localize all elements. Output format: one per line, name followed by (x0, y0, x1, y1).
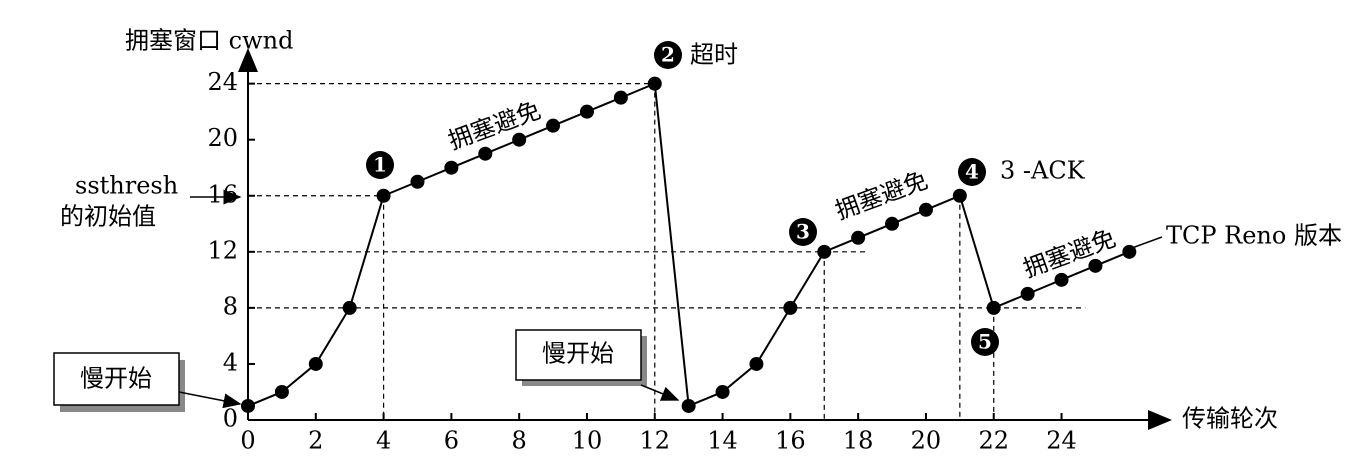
marker-badge (789, 218, 817, 246)
version-label: TCP Reno 版本 (1166, 222, 1342, 250)
slow-start-arrow (640, 384, 680, 401)
y-tick-label: 12 (207, 236, 238, 264)
point (613, 90, 628, 105)
slow-start-arrow (178, 391, 242, 409)
point (241, 398, 255, 413)
slow-start-box (515, 329, 642, 381)
point (444, 160, 459, 175)
x-tick-label: 6 (444, 427, 459, 455)
x-tick-label: 12 (639, 427, 670, 455)
congestion-avoidance-label: 拥塞避免 (445, 96, 545, 155)
point (1088, 258, 1103, 273)
x-tick-label: 20 (911, 427, 942, 455)
version-leader (1131, 236, 1163, 249)
x-axis-label: 传输轮次 (1182, 405, 1278, 433)
point (1054, 272, 1069, 287)
ssthresh-label: ssthresh (75, 172, 178, 200)
y-tick-label: 8 (223, 292, 238, 320)
point (1122, 244, 1137, 259)
x-tick-label: 14 (707, 427, 738, 455)
point (749, 356, 764, 371)
marker-badge (654, 41, 682, 69)
point (410, 174, 425, 189)
point (478, 146, 493, 161)
y-tick-label: 0 (223, 405, 238, 433)
x-tick-label: 2 (308, 427, 323, 455)
congestion-avoidance-label: 拥塞避免 (832, 166, 932, 225)
y-tick-label: 16 (207, 180, 238, 208)
three-ack-label: 3 -ACK (1000, 157, 1086, 185)
x-tick-label: 10 (572, 427, 603, 455)
marker-badge (958, 158, 986, 186)
point (817, 244, 832, 259)
marker-number: 2 (661, 43, 675, 67)
point (918, 202, 933, 217)
slow-start-label: 慢开始 (80, 365, 152, 393)
point (579, 104, 594, 119)
marker-number: 3 (796, 220, 810, 244)
point (647, 76, 662, 91)
point (885, 216, 900, 231)
timeout-label: 超时 (690, 41, 738, 69)
x-tick-label: 8 (512, 427, 527, 455)
ssthresh-label: 的初始值 (60, 203, 156, 231)
line (247, 82, 1130, 408)
congestion-avoidance-label: 拥塞避免 (1020, 224, 1120, 283)
y-axis-label: 拥塞窗口 cwnd (125, 27, 293, 55)
point (783, 300, 798, 315)
marker-badge (366, 151, 394, 179)
x-tick-label: 22 (978, 427, 1009, 455)
y-tick-label: 24 (207, 68, 238, 96)
slow-start-label: 慢开始 (542, 340, 614, 368)
marker-badge (971, 328, 999, 356)
point (986, 300, 1001, 315)
point (308, 356, 323, 371)
y-tick-label: 4 (223, 348, 238, 376)
y-tick-label: 20 (207, 124, 238, 152)
x-tick-label: 0 (240, 427, 255, 455)
point (376, 188, 391, 203)
point (342, 300, 357, 315)
marker-number: 4 (965, 160, 979, 184)
x-tick-label: 18 (843, 427, 874, 455)
point (715, 384, 730, 399)
point (1020, 286, 1035, 301)
point (274, 384, 289, 399)
point (546, 118, 561, 133)
point (851, 230, 866, 245)
point (512, 132, 527, 147)
x-tick-label: 24 (1046, 427, 1077, 455)
marker-number: 5 (978, 330, 992, 354)
slow-start-box (53, 352, 180, 406)
x-tick-label: 4 (376, 427, 391, 455)
x-tick-label: 16 (775, 427, 806, 455)
marker-number: 1 (373, 153, 387, 177)
point (952, 188, 967, 203)
point (681, 398, 696, 413)
